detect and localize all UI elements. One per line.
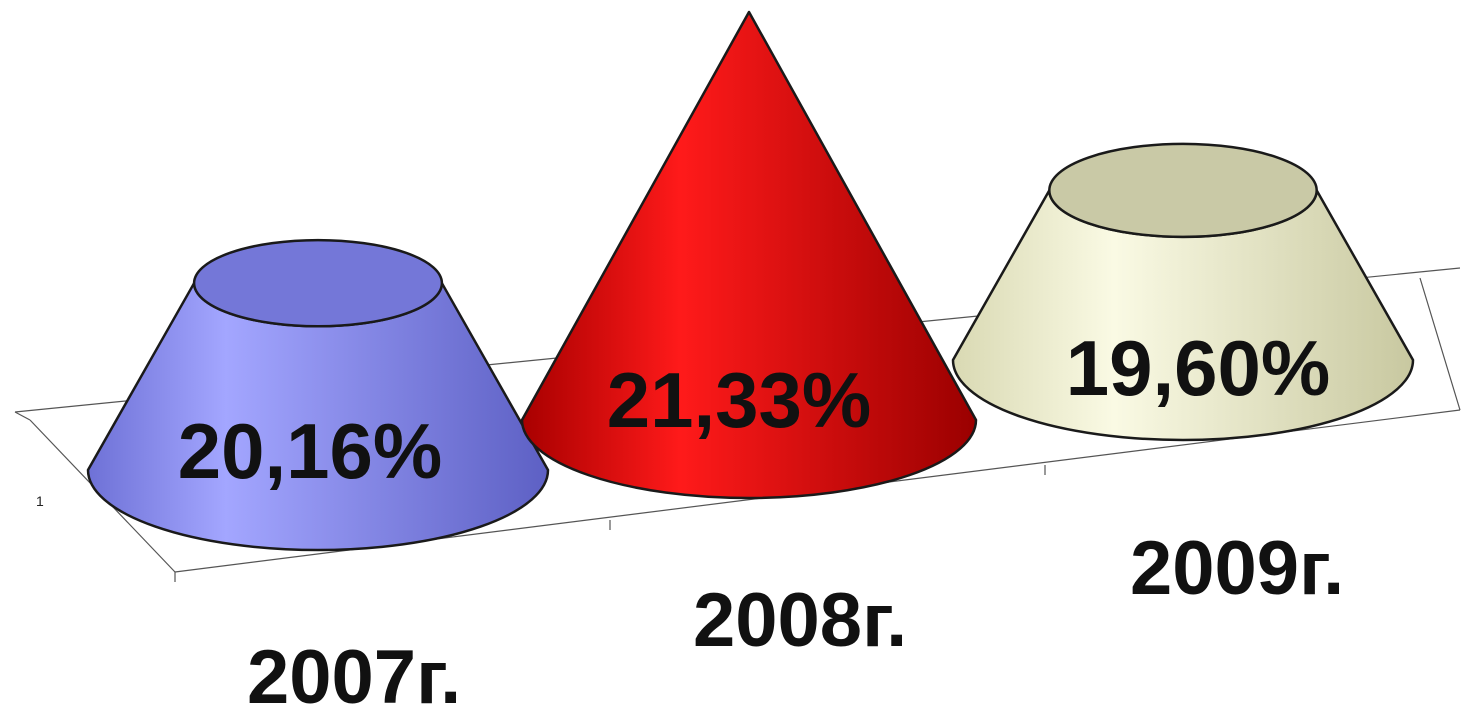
cone-2007г. xyxy=(86,238,550,552)
cone-2009г. xyxy=(951,142,1415,442)
cone-top-face xyxy=(192,238,444,328)
data-label: 19,60% xyxy=(1066,324,1331,412)
category-label-2008: 2008г. xyxy=(693,578,907,663)
cone-2008г. xyxy=(520,10,978,500)
data-label: 20,16% xyxy=(178,407,443,495)
chart-marks: 20,16% 21,33% 19,60% xyxy=(86,10,1415,552)
data-label: 21,33% xyxy=(607,356,872,444)
cone-top-face xyxy=(1048,142,1318,239)
category-label-2007: 2007г. xyxy=(247,635,461,709)
y-tick-label: 1 xyxy=(36,493,44,509)
cone-body xyxy=(520,10,978,500)
category-label-2009: 2009г. xyxy=(1130,526,1344,611)
